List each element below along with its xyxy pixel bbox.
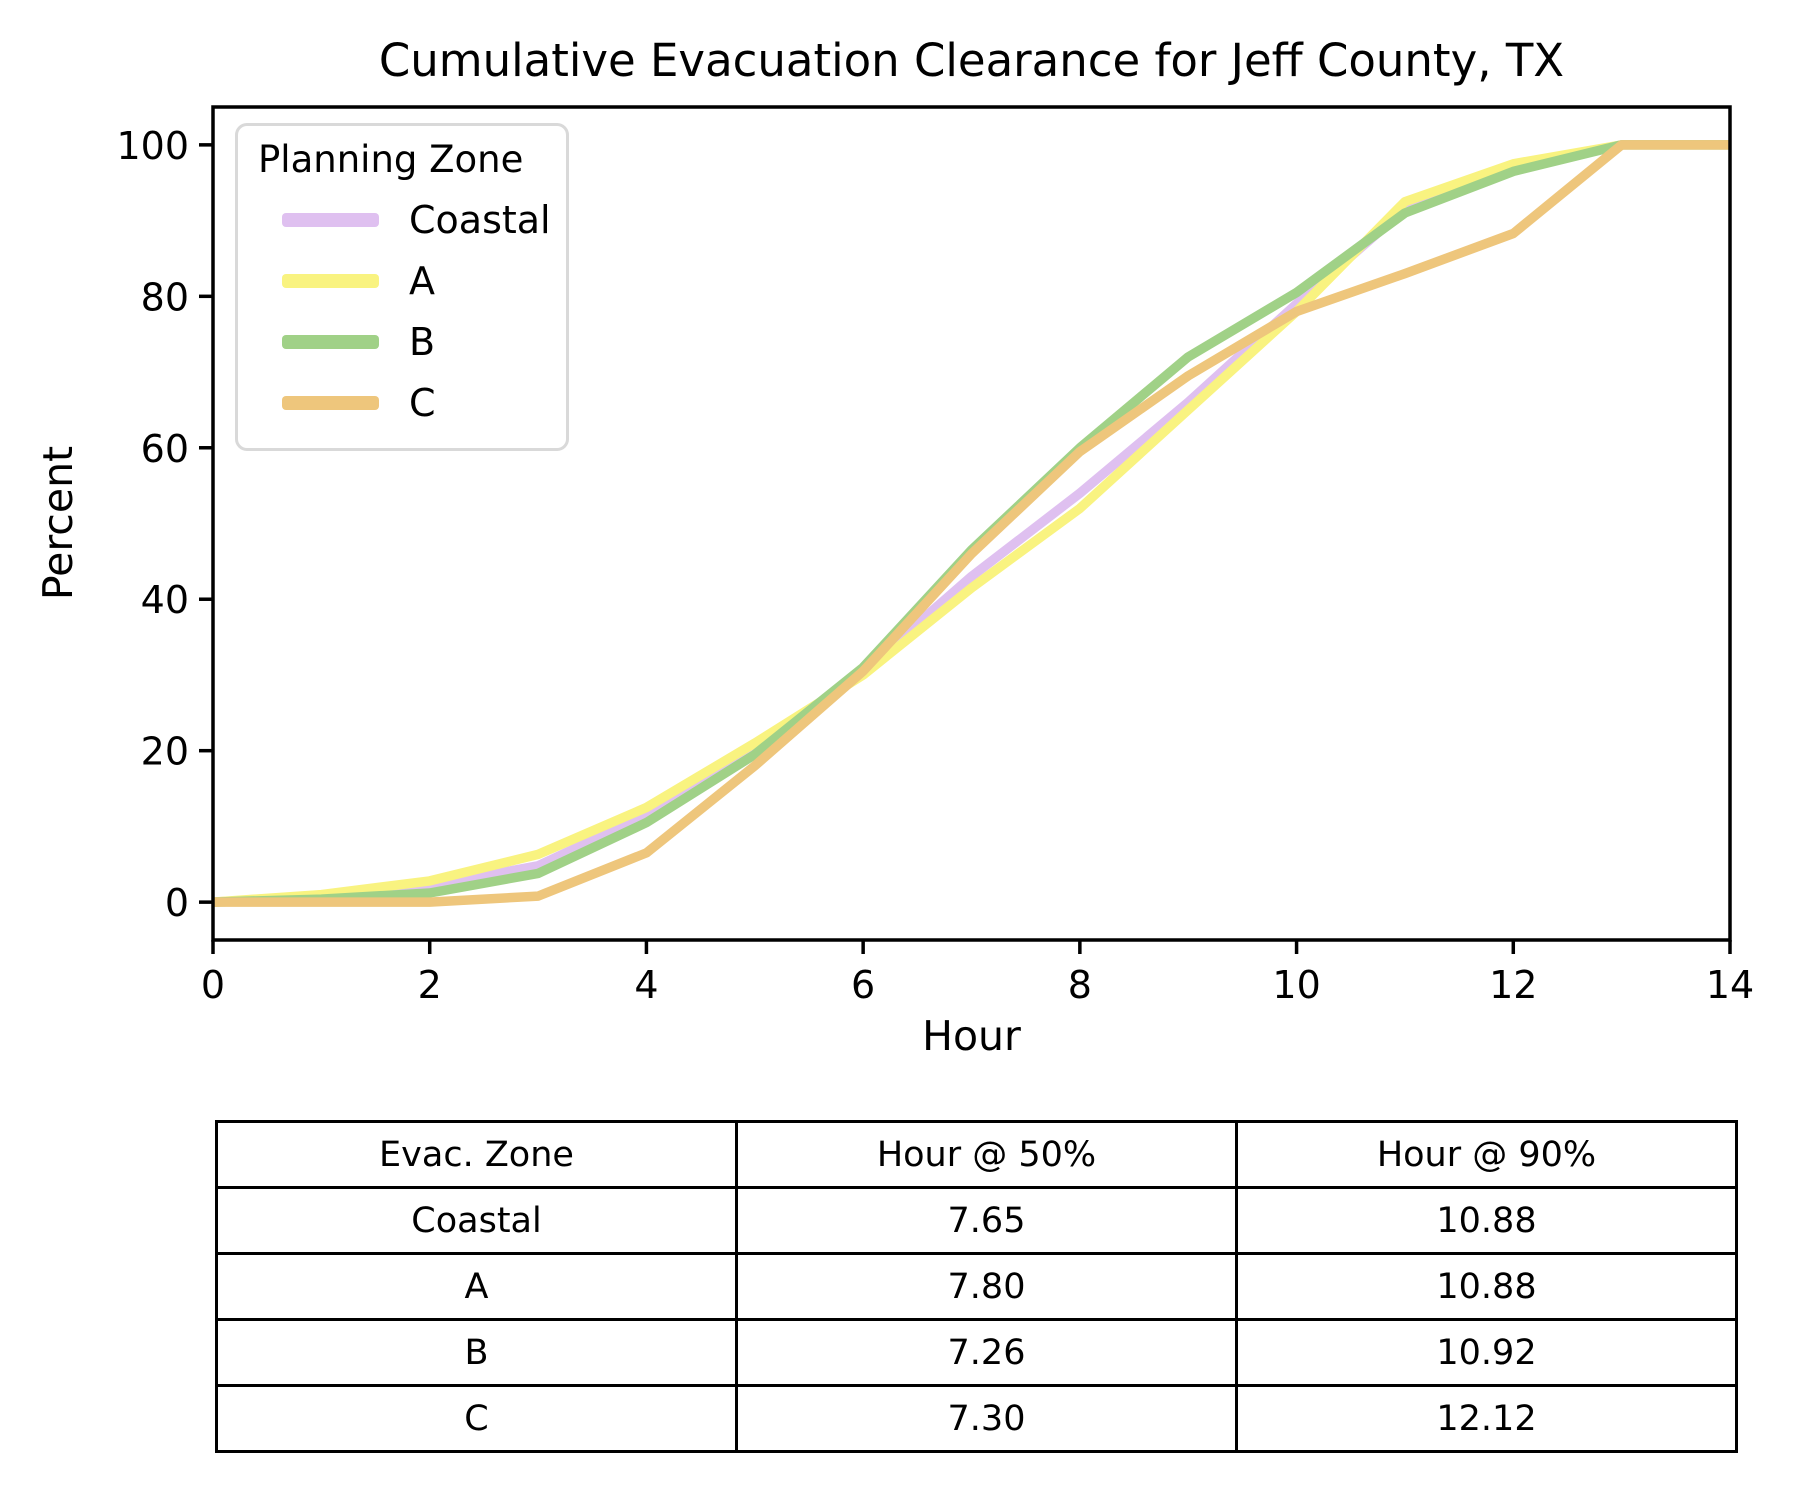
table-cell-c-col0: C [215, 1384, 738, 1453]
clearance-chart: 0 2 4 6 8 10 12 14 0 20 40 60 80 100 [116, 105, 1754, 1007]
table-cell-b-col0: B [215, 1318, 738, 1387]
y-axis-label: Percent [34, 445, 82, 601]
table-cell-a-col2: 10.88 [1235, 1252, 1738, 1321]
table-row-b: B 7.26 10.92 [215, 1318, 1738, 1387]
legend-entry-c: C [258, 372, 566, 433]
x-tick-label: 2 [418, 963, 442, 1007]
legend-box: Planning Zone Coastal A B C [235, 123, 569, 451]
x-axis-label: Hour [922, 1012, 1021, 1060]
table-row-a: A 7.80 10.88 [215, 1252, 1738, 1321]
x-tick-label: 4 [634, 963, 658, 1007]
table-header-col0: Evac. Zone [215, 1120, 738, 1189]
y-tick-label: 0 [165, 881, 189, 925]
y-tick-label: 20 [141, 730, 189, 774]
chart-title: Cumulative Evacuation Clearance for Jeff… [378, 34, 1565, 87]
legend-swatch-coastal [282, 212, 379, 227]
table-header-col1: Hour @ 50% [735, 1120, 1238, 1189]
y-tick-label: 80 [141, 275, 189, 319]
table-cell-c-col2: 12.12 [1235, 1384, 1738, 1453]
legend-title: Planning Zone [258, 138, 524, 181]
table-row-coastal: Coastal 7.65 10.88 [215, 1186, 1738, 1255]
legend-label: B [409, 319, 436, 364]
table-cell-b-col1: 7.26 [735, 1318, 1238, 1387]
x-tick-label: 6 [851, 963, 875, 1007]
table-row-c: C 7.30 12.12 [215, 1384, 1738, 1453]
plot-area [211, 105, 1732, 942]
table-header-row: Evac. Zone Hour @ 50% Hour @ 90% [215, 1120, 1738, 1189]
legend-label: A [409, 258, 435, 303]
legend-entries: Coastal A B C [258, 189, 566, 433]
legend-label: Coastal [409, 197, 551, 242]
table-header-col2: Hour @ 90% [1235, 1120, 1738, 1189]
legend-entry-a: A [258, 250, 566, 311]
x-tick-label: 10 [1272, 963, 1320, 1007]
y-tick-label: 60 [141, 427, 189, 471]
y-tick-label: 40 [141, 578, 189, 622]
y-tick-label: 100 [116, 124, 189, 168]
series-line-a [212, 140, 1730, 907]
legend-swatch-c [282, 395, 379, 410]
table-cell-coastal-col0: Coastal [215, 1186, 738, 1255]
x-tick-label: 0 [201, 963, 225, 1007]
table-cell-c-col1: 7.30 [735, 1384, 1238, 1453]
table-cell-coastal-col2: 10.88 [1235, 1186, 1738, 1255]
legend-label: C [409, 380, 436, 425]
x-tick-label: 8 [1068, 963, 1092, 1007]
table-cell-a-col0: A [215, 1252, 738, 1321]
legend-entry-coastal: Coastal [258, 189, 566, 250]
table-cell-a-col1: 7.80 [735, 1252, 1238, 1321]
table-cell-coastal-col1: 7.65 [735, 1186, 1238, 1255]
table-cell-b-col2: 10.92 [1235, 1318, 1738, 1387]
legend-swatch-b [282, 334, 379, 349]
x-tick-label: 14 [1706, 963, 1754, 1007]
legend-entry-b: B [258, 311, 566, 372]
x-tick-label: 12 [1489, 963, 1537, 1007]
clearance-stats-table: Evac. Zone Hour @ 50% Hour @ 90% Coastal 7.6… [215, 1120, 1738, 1453]
legend-swatch-a [282, 273, 379, 288]
series-line-c [213, 140, 1730, 907]
